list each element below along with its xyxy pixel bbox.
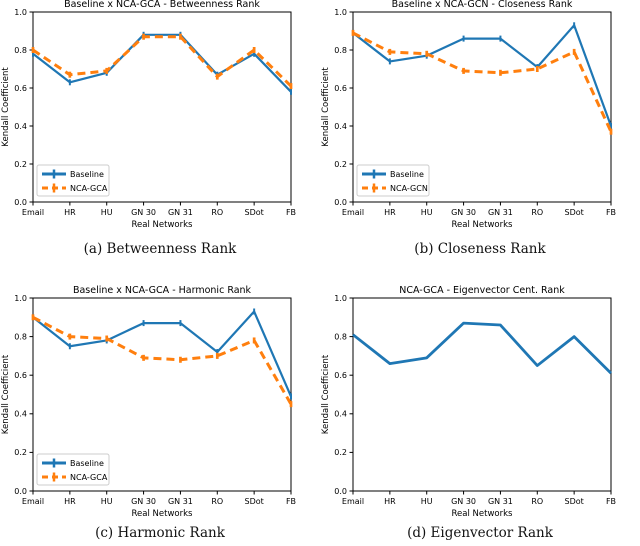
y-tick-label: 0.4	[14, 410, 27, 419]
y-tick-label: 0.4	[334, 122, 347, 131]
series-line-nca-gca	[352, 321, 612, 375]
subplot-eigenvector: 0.0 0.2 0.4 0.6 0.8 1.0 Email HR HU GN 30 GN 31 RO S…	[320, 273, 640, 546]
y-tick-label: 1.0	[334, 294, 347, 303]
y-tick-label: 0.4	[334, 410, 347, 419]
y-axis-label: Kendall Coefficient	[1, 67, 11, 147]
x-tick-label: RO	[531, 497, 543, 506]
x-tick-label: FB	[606, 208, 616, 217]
y-tick-label: 0.6	[14, 371, 27, 380]
y-tick-label: 0.6	[334, 371, 347, 380]
y-tick-label: 0.0	[334, 487, 347, 496]
caption-eigenvector: (d) Eigenvector Rank	[407, 525, 553, 541]
y-tick-label: 0.0	[14, 487, 27, 496]
legend-label: Baseline	[390, 170, 424, 179]
legend-label: Baseline	[70, 459, 104, 468]
y-tick-label: 0.8	[334, 332, 347, 341]
series-line-baseline	[352, 24, 613, 127]
y-tick-label: 0.0	[14, 198, 27, 207]
series-line-nca-gcn	[352, 31, 613, 133]
y-tick-label: 0.4	[14, 122, 27, 131]
y-tick-label: 0.6	[334, 84, 347, 93]
chart-title: NCA-GCA - Eigenvector Cent. Rank	[399, 285, 565, 296]
series-line-nca-gca	[32, 35, 293, 88]
x-tick-label: GN 31	[488, 208, 513, 217]
x-tick-label: HR	[384, 208, 396, 217]
caption-harmonic: (c) Harmonic Rank	[95, 525, 225, 541]
y-tick-label: 0.2	[14, 160, 27, 169]
subplot-betweenness: 0.0 0.2 0.4 0.6 0.8 1.0 Email HR HU GN 30 GN 31 RO S…	[0, 0, 320, 273]
x-tick-label: RO	[531, 208, 543, 217]
x-tick-label: HU	[101, 497, 113, 506]
eigenvector-chart-canvas: 0.0 0.2 0.4 0.6 0.8 1.0 Email HR HU GN 30 GN 31 RO S…	[321, 285, 616, 519]
y-tick-label: 1.0	[14, 8, 27, 17]
x-tick-label: HU	[421, 497, 433, 506]
caption-closeness: (b) Closeness Rank	[414, 241, 546, 257]
x-tick-label: RO	[211, 208, 223, 217]
closeness-chart-canvas: 0.0 0.2 0.4 0.6 0.8 1.0 Email HR HU GN 30 GN 31 RO S…	[321, 0, 616, 230]
x-tick-label: SDot	[565, 497, 584, 506]
x-tick-label: GN 30	[131, 208, 156, 217]
caption-betweenness: (a) Betweenness Rank	[83, 241, 237, 257]
x-tick-label: Email	[22, 208, 44, 217]
subplot-harmonic: 0.0 0.2 0.4 0.6 0.8 1.0 Email HR HU GN 30 GN 31 RO S…	[0, 273, 320, 546]
legend-label: NCA-GCA	[70, 473, 108, 482]
x-axis-label: Real Networks	[132, 220, 194, 230]
x-tick-label: FB	[286, 208, 296, 217]
x-tick-label: HU	[421, 208, 433, 217]
x-tick-label: GN 31	[168, 497, 193, 506]
y-tick-label: 0.8	[14, 46, 27, 55]
x-tick-label: FB	[286, 497, 296, 506]
x-tick-label: SDot	[565, 208, 584, 217]
y-tick-label: 0.6	[14, 84, 27, 93]
harmonic-chart-canvas: 0.0 0.2 0.4 0.6 0.8 1.0 Email HR HU GN 30 GN 31 RO S…	[1, 285, 296, 519]
y-tick-label: 1.0	[334, 8, 347, 17]
plot-frame	[352, 11, 612, 203]
y-axis-label: Kendall Coefficient	[321, 354, 331, 434]
x-tick-label: SDot	[245, 497, 264, 506]
x-tick-label: GN 30	[451, 497, 476, 506]
y-tick-label: 0.2	[334, 160, 347, 169]
series-line-baseline	[32, 33, 292, 93]
chart-title: Baseline x NCA-GCA - Betweenness Rank	[64, 0, 260, 10]
plot-frame	[352, 297, 612, 492]
y-tick-label: 0.2	[334, 448, 347, 457]
x-axis-label: Real Networks	[132, 509, 194, 519]
subplot-closeness: 0.0 0.2 0.4 0.6 0.8 1.0 Email HR HU GN 30 GN 31 RO S…	[320, 0, 640, 273]
y-tick-label: 0.8	[334, 46, 347, 55]
legend-label: NCA-GCA	[70, 184, 108, 193]
x-tick-label: GN 31	[168, 208, 193, 217]
x-tick-label: GN 31	[488, 497, 513, 506]
y-tick-label: 0.2	[14, 448, 27, 457]
betweenness-chart-canvas: 0.0 0.2 0.4 0.6 0.8 1.0 Email HR HU GN 30 GN 31 RO S…	[1, 0, 296, 230]
chart-title: Baseline x NCA-GCA - Harmonic Rank	[73, 285, 252, 296]
legend-label: NCA-GCN	[390, 184, 428, 193]
series-line-baseline	[32, 310, 293, 397]
series-line-nca-gca	[32, 315, 293, 405]
x-axis-label: Real Networks	[452, 509, 514, 519]
x-tick-label: HR	[64, 208, 76, 217]
x-tick-label: HU	[101, 208, 113, 217]
legend-label: Baseline	[70, 170, 104, 179]
y-tick-label: 1.0	[14, 294, 27, 303]
x-axis-label: Real Networks	[452, 220, 514, 230]
x-tick-label: GN 30	[131, 497, 156, 506]
x-tick-label: Email	[22, 497, 44, 506]
x-tick-label: GN 30	[451, 208, 476, 217]
y-axis-label: Kendall Coefficient	[1, 354, 11, 434]
x-tick-label: HR	[384, 497, 396, 506]
x-tick-label: SDot	[245, 208, 264, 217]
y-tick-label: 0.0	[334, 198, 347, 207]
chart-title: Baseline x NCA-GCN - Closeness Rank	[392, 0, 573, 10]
plot-frame	[32, 11, 292, 203]
y-axis-label: Kendall Coefficient	[321, 67, 331, 147]
x-tick-label: FB	[606, 497, 616, 506]
x-tick-label: Email	[342, 497, 364, 506]
x-tick-label: HR	[64, 497, 76, 506]
y-tick-label: 0.8	[14, 332, 27, 341]
x-tick-label: Email	[342, 208, 364, 217]
x-tick-label: RO	[211, 497, 223, 506]
